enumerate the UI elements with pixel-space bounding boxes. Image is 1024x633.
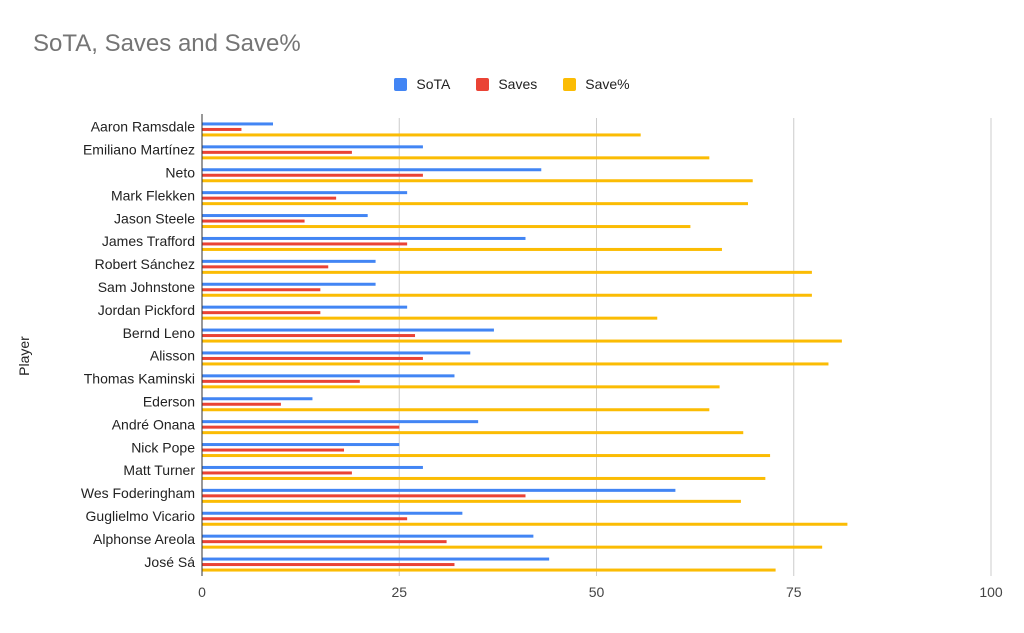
- y-tick-label: Matt Turner: [123, 462, 195, 478]
- bar-sota-9: [202, 328, 494, 332]
- y-tick-label: Emiliano Martínez: [83, 142, 195, 158]
- legend-item-sota[interactable]: SoTA: [394, 76, 450, 92]
- bar-save-pct-16: [202, 499, 741, 503]
- legend-label-save-pct: Save%: [585, 76, 630, 92]
- y-tick-label: Nick Pope: [131, 439, 195, 455]
- bar-saves-14: [202, 448, 345, 452]
- bar-saves-7: [202, 288, 321, 292]
- x-tick-label-50: 50: [589, 584, 605, 600]
- legend: SoTA Saves Save%: [0, 76, 1024, 92]
- y-tick-label: Jason Steele: [114, 210, 195, 226]
- chart-title: SoTA, Saves and Save%: [33, 30, 301, 57]
- bar-saves-8: [202, 311, 321, 315]
- bar-save-pct-1: [202, 156, 710, 160]
- bar-saves-2: [202, 173, 423, 177]
- bar-save-pct-17: [202, 522, 848, 526]
- bar-saves-19: [202, 563, 455, 567]
- bar-sota-10: [202, 351, 471, 355]
- y-tick-label: Wes Foderingham: [81, 485, 195, 501]
- bar-saves-0: [202, 127, 242, 131]
- bar-sota-11: [202, 374, 455, 378]
- bar-save-pct-14: [202, 454, 771, 458]
- bar-saves-12: [202, 402, 281, 406]
- bar-saves-5: [202, 242, 408, 246]
- bar-save-pct-6: [202, 270, 812, 274]
- bar-saves-17: [202, 517, 408, 521]
- bar-save-pct-4: [202, 225, 691, 229]
- bar-sota-12: [202, 397, 313, 401]
- bar-sota-14: [202, 443, 400, 447]
- legend-swatch-save-pct: [563, 77, 577, 91]
- x-tick-label-25: 25: [391, 584, 407, 600]
- bar-sota-18: [202, 534, 534, 538]
- bar-sota-0: [202, 122, 274, 126]
- bar-sota-19: [202, 557, 550, 561]
- y-tick-label: José Sá: [144, 554, 195, 570]
- bar-sota-17: [202, 511, 463, 515]
- bar-saves-9: [202, 334, 416, 338]
- y-tick-label: Robert Sánchez: [95, 256, 195, 272]
- bar-saves-13: [202, 425, 400, 429]
- bar-sota-5: [202, 236, 526, 240]
- bar-save-pct-18: [202, 545, 823, 549]
- y-tick-label: André Onana: [112, 416, 195, 432]
- x-tick-label-100: 100: [979, 584, 1003, 600]
- bar-save-pct-7: [202, 293, 812, 297]
- bar-sota-7: [202, 282, 376, 286]
- legend-label-saves: Saves: [498, 76, 538, 92]
- legend-item-saves[interactable]: Saves: [476, 76, 537, 92]
- bar-saves-11: [202, 379, 360, 383]
- y-tick-label: Jordan Pickford: [98, 302, 195, 318]
- bar-sota-4: [202, 214, 368, 218]
- y-tick-label: Mark Flekken: [111, 187, 195, 203]
- y-tick-label: Alphonse Areola: [93, 531, 195, 547]
- y-tick-label: Aaron Ramsdale: [91, 119, 195, 135]
- bar-sota-2: [202, 168, 542, 172]
- bar-sota-13: [202, 420, 479, 424]
- bar-saves-4: [202, 219, 305, 223]
- bar-sota-3: [202, 191, 408, 195]
- bar-saves-15: [202, 471, 352, 475]
- legend-item-save-pct[interactable]: Save%: [563, 76, 630, 92]
- bar-saves-18: [202, 540, 447, 544]
- bar-sota-6: [202, 259, 376, 263]
- bar-save-pct-19: [202, 568, 776, 572]
- bar-save-pct-13: [202, 431, 744, 435]
- legend-label-sota: SoTA: [416, 76, 451, 92]
- y-tick-label: Thomas Kaminski: [84, 371, 195, 387]
- y-tick-label: Alisson: [150, 348, 195, 364]
- x-tick-label-0: 0: [198, 584, 206, 600]
- bar-save-pct-9: [202, 339, 842, 343]
- bar-sota-16: [202, 488, 676, 492]
- bar-sota-8: [202, 305, 408, 309]
- bar-saves-3: [202, 196, 337, 200]
- y-tick-label: Sam Johnstone: [98, 279, 195, 295]
- y-tick-label: James Trafford: [102, 233, 195, 249]
- bar-save-pct-2: [202, 179, 753, 183]
- bar-save-pct-0: [202, 133, 641, 137]
- bar-saves-1: [202, 150, 352, 154]
- bar-saves-6: [202, 265, 329, 269]
- bar-save-pct-5: [202, 247, 722, 251]
- bar-saves-10: [202, 356, 423, 360]
- bar-save-pct-8: [202, 316, 658, 320]
- bar-sota-15: [202, 465, 423, 469]
- y-tick-label: Bernd Leno: [123, 325, 196, 341]
- bar-sota-1: [202, 145, 423, 149]
- bar-save-pct-12: [202, 408, 710, 412]
- y-tick-label: Guglielmo Vicario: [86, 508, 196, 524]
- legend-swatch-saves: [476, 77, 490, 91]
- bar-save-pct-10: [202, 362, 829, 366]
- bar-save-pct-11: [202, 385, 720, 389]
- bar-save-pct-3: [202, 202, 748, 206]
- legend-swatch-sota: [394, 77, 408, 91]
- bar-save-pct-15: [202, 476, 766, 480]
- y-tick-label: Ederson: [143, 393, 195, 409]
- y-tick-label: Neto: [165, 164, 195, 180]
- x-tick-label-75: 75: [786, 584, 802, 600]
- bar-saves-16: [202, 494, 526, 498]
